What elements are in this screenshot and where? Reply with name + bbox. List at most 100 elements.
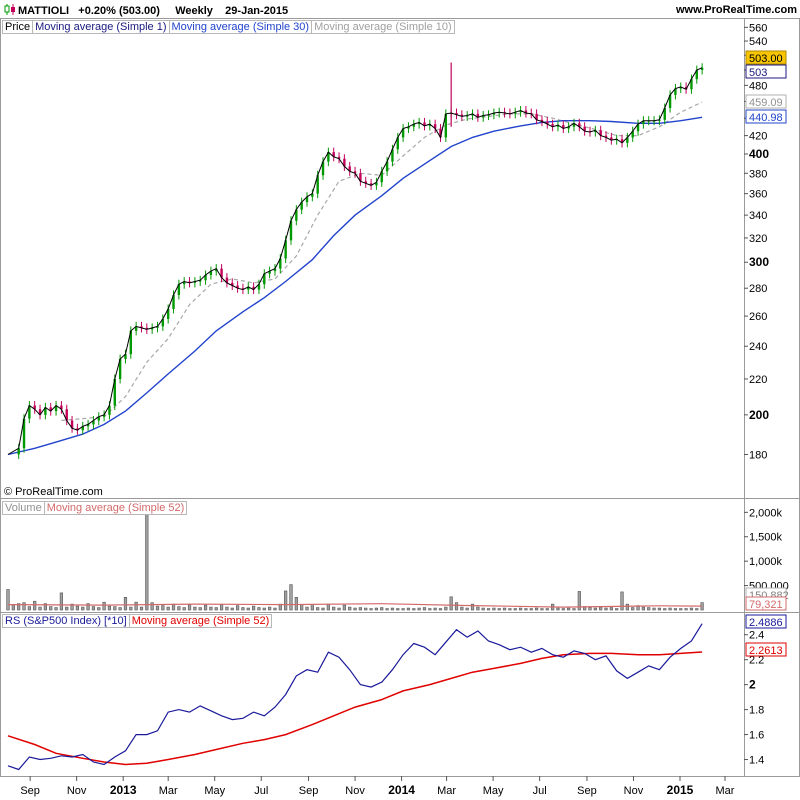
legend-vol-ma[interactable]: Moving average (Simple 52) — [43, 501, 188, 515]
volume-bar — [209, 606, 213, 611]
candle-body — [102, 414, 106, 417]
volume-bar — [668, 607, 672, 611]
candle-body — [225, 277, 229, 283]
volume-bar — [604, 607, 608, 611]
legend-ma10[interactable]: Moving average (Simple 10) — [311, 20, 455, 34]
volume-bar — [380, 607, 384, 611]
legend-ma30[interactable]: Moving average (Simple 30) — [168, 20, 313, 34]
candle-body — [247, 286, 250, 290]
volume-bar — [396, 608, 400, 611]
volume-bar — [497, 608, 501, 611]
legend-rs[interactable]: RS (S&P500 Index) [*10] — [2, 614, 130, 628]
volume-bar — [663, 608, 667, 611]
ma30-value-badge: 440.98 — [749, 112, 783, 124]
volume-bar — [556, 607, 560, 611]
candle-body — [49, 407, 52, 412]
candle-body — [444, 113, 448, 138]
volume-bar — [22, 602, 26, 611]
x-tick-label: Sep — [577, 785, 597, 797]
candle-body — [134, 326, 138, 331]
volume-bar — [561, 608, 565, 611]
candle-body — [658, 119, 661, 121]
candle-body — [33, 405, 36, 410]
legend-price[interactable]: Price — [2, 20, 34, 34]
candle-body — [492, 113, 496, 115]
price-tick-label: 280 — [749, 283, 767, 295]
volume-bar — [486, 608, 491, 611]
volume-bar — [91, 606, 96, 611]
candle-body — [156, 326, 159, 328]
volume-bar — [337, 607, 341, 611]
x-tick-label: Nov — [624, 785, 644, 797]
volume-bar — [358, 607, 362, 611]
volume-bar — [54, 607, 58, 611]
volume-bar — [524, 608, 528, 611]
volume-bar — [284, 590, 288, 611]
price-tick-label: 340 — [749, 210, 767, 222]
volume-bar — [273, 607, 277, 611]
legend-rs-ma[interactable]: Moving average (Simple 52) — [128, 614, 273, 628]
volume-bar — [444, 606, 448, 611]
volume-bar — [11, 604, 15, 611]
volume-bar — [139, 606, 144, 611]
volume-bar — [155, 605, 160, 611]
volume-bar — [588, 607, 592, 611]
candle-body — [668, 94, 672, 108]
candle-body — [343, 158, 346, 167]
candle-body — [471, 113, 474, 116]
volume-bar — [252, 605, 256, 611]
volume-bar — [492, 607, 496, 611]
volume-bar — [145, 512, 149, 611]
x-tick-label: Sep — [20, 785, 40, 797]
candle-body — [460, 114, 464, 117]
candle-body — [487, 114, 490, 116]
legend-ma1[interactable]: Moving average (Simple 1) — [32, 20, 170, 34]
chart-period: Weekly — [175, 5, 213, 17]
ma10-value-badge-box — [745, 94, 787, 109]
x-tick-label: Mar — [437, 785, 456, 797]
candle-body — [690, 79, 693, 90]
last-price-badge: 503.00 — [749, 53, 783, 65]
price-tick-label: 220 — [749, 374, 767, 386]
volume-bar — [219, 604, 224, 611]
rs-tick-label: 1.8 — [749, 705, 764, 717]
volume-bar — [225, 606, 229, 611]
volume-bar — [294, 597, 298, 611]
rs-ma-line — [7, 651, 703, 766]
x-tick-label: May — [483, 785, 504, 797]
volume-bar — [534, 607, 539, 611]
candle-body — [113, 378, 116, 406]
legend-volume[interactable]: Volume — [2, 501, 45, 515]
price-tick-label: 400 — [749, 147, 769, 161]
volume-bar — [449, 596, 453, 611]
last-price-badge-box — [745, 50, 787, 65]
volume-bar — [166, 606, 170, 611]
candle-body — [391, 149, 394, 162]
candle-body — [562, 125, 565, 129]
candle-body — [28, 405, 31, 419]
volume-bar — [385, 608, 389, 611]
candle-body — [642, 120, 645, 125]
price-tick-label: 360 — [749, 189, 767, 201]
candle-body — [567, 126, 570, 129]
volume-bar — [615, 608, 619, 611]
volume-bar — [513, 608, 517, 611]
volume-bar — [465, 607, 469, 611]
candle-body — [364, 181, 367, 184]
site-url[interactable]: www.ProRealTime.com — [675, 4, 797, 16]
ma10-value-badge: 459.09 — [749, 97, 783, 109]
candle-body — [81, 426, 84, 431]
volume-bar — [540, 608, 544, 611]
candle-body — [199, 280, 202, 282]
rs-tick-label: 1.4 — [749, 755, 764, 767]
volume-bar — [631, 607, 635, 611]
volume-bar — [481, 607, 485, 611]
volume-bar — [657, 607, 662, 611]
volume-bar — [369, 608, 373, 611]
volume-bar — [182, 607, 186, 611]
volume-bar — [417, 607, 421, 611]
price-change: +0.20% (503.00) — [78, 5, 160, 17]
candle-body — [519, 110, 522, 113]
candle-body — [161, 319, 165, 327]
volume-bar — [161, 605, 165, 611]
